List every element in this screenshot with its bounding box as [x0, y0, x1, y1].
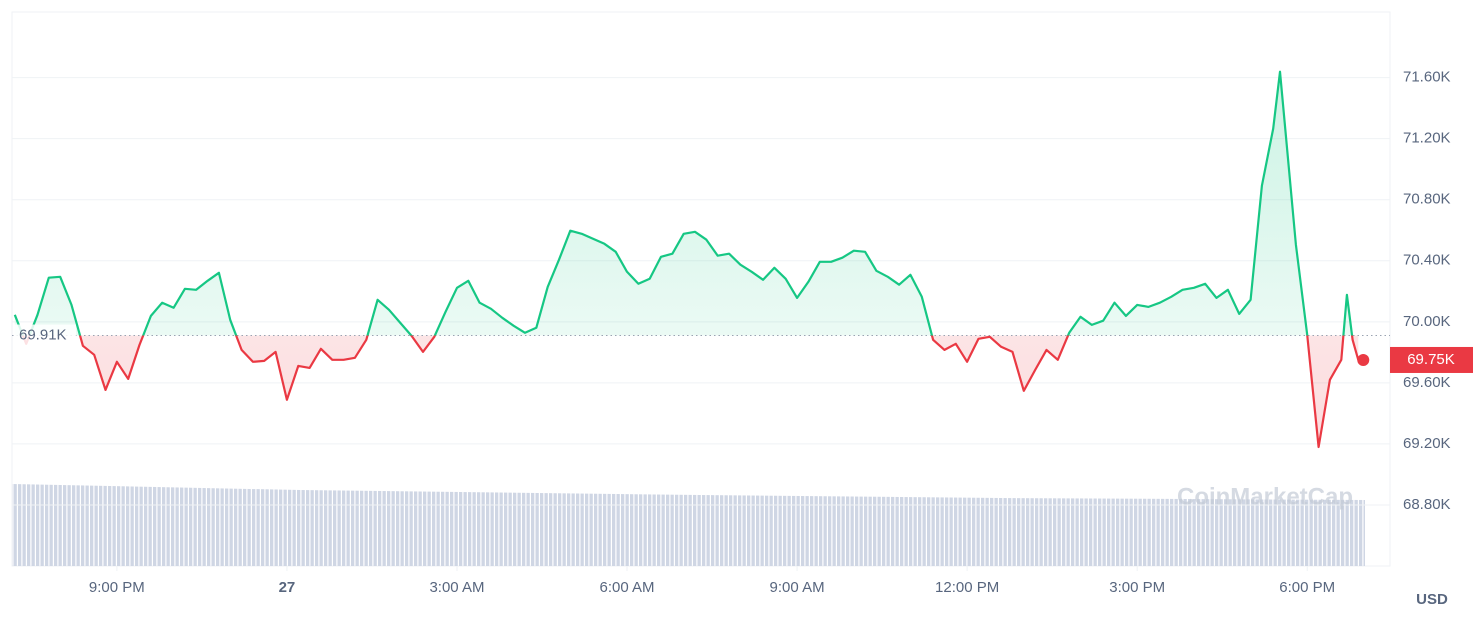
volume-decoration [12, 484, 1365, 566]
area-up [14, 71, 1359, 336]
marks [12, 70, 1390, 449]
area-down [22, 335, 1359, 447]
y-tick-label: 69.60K [1403, 374, 1451, 391]
y-tick-label: 69.20K [1403, 435, 1451, 452]
x-tick-label: 3:00 AM [429, 579, 484, 596]
x-tick-label: 27 [279, 579, 296, 596]
currency-label: USD [1416, 591, 1448, 608]
current-dot [1357, 353, 1370, 366]
y-tick-label: 68.80K [1403, 496, 1451, 513]
y-tick-label: 70.00K [1403, 313, 1451, 330]
x-tick-label: 6:00 PM [1279, 579, 1335, 596]
current-label-bg [1390, 346, 1473, 373]
x-tick-label: 9:00 AM [770, 579, 825, 596]
watermark: CoinMarketCap [1177, 483, 1353, 510]
x-tick-label: 9:00 PM [89, 579, 145, 596]
x-tick-label: 6:00 AM [600, 579, 655, 596]
y-tick-label: 71.60K [1403, 69, 1451, 86]
y-tick-label: 70.40K [1403, 252, 1451, 269]
baseline-label: 69.91K [19, 327, 67, 344]
price-line-up [13, 70, 1354, 336]
y-tick-label: 70.80K [1403, 191, 1451, 208]
current-label: 69.75K [1407, 351, 1455, 368]
x-tick-label: 12:00 PM [935, 579, 999, 596]
y-tick-label: 71.20K [1403, 130, 1451, 147]
x-tick-label: 3:00 PM [1109, 579, 1165, 596]
baseline-label-bg [14, 324, 76, 347]
price-line-down [21, 335, 1360, 449]
